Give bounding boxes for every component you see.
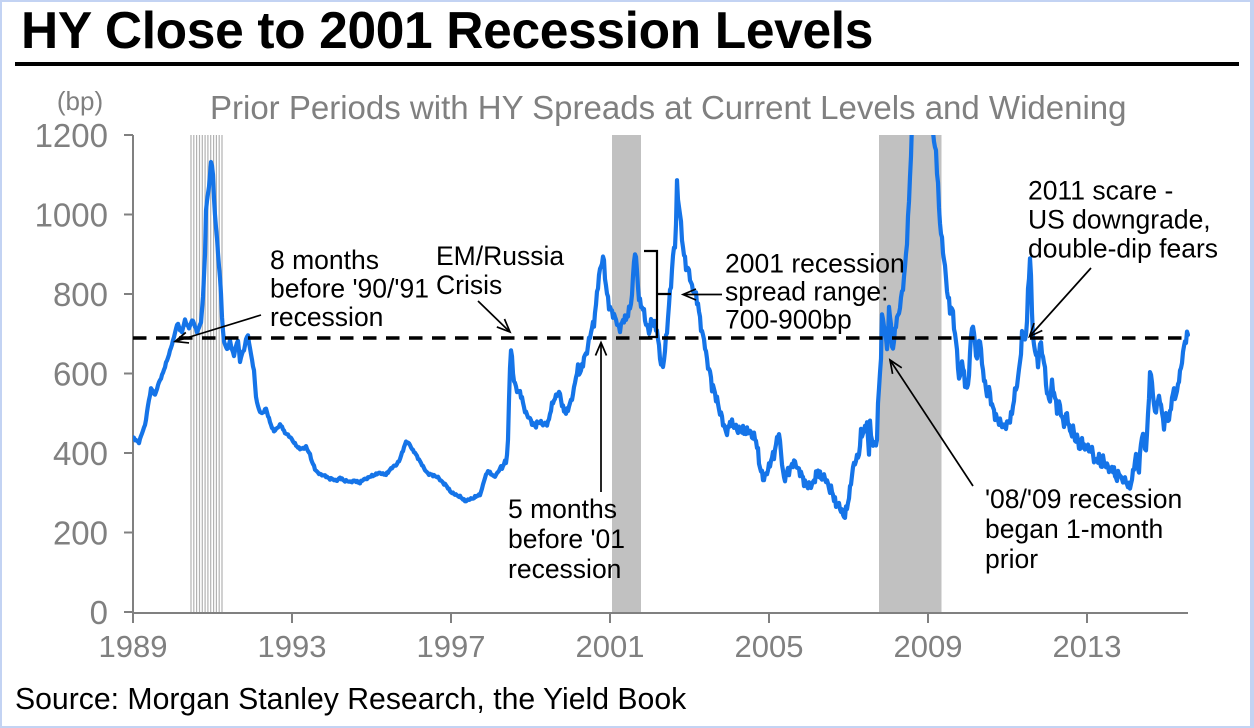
svg-text:200: 200 [53,515,108,552]
svg-text:1989: 1989 [99,629,168,664]
svg-text:400: 400 [53,435,108,472]
svg-text:2005: 2005 [735,629,804,664]
svg-text:2001: 2001 [576,629,645,664]
svg-text:2013: 2013 [1053,629,1122,664]
svg-text:800: 800 [53,276,108,313]
svg-text:1997: 1997 [417,629,486,664]
svg-text:(bp): (bp) [57,86,103,116]
svg-text:1000: 1000 [35,197,108,234]
svg-text:1200: 1200 [35,117,108,154]
svg-text:1993: 1993 [258,629,327,664]
svg-text:0: 0 [90,594,108,631]
svg-text:2011 scare -US downgrade,doubl: 2011 scare -US downgrade, double-dip fear… [1028,176,1218,264]
svg-text:600: 600 [53,356,108,393]
svg-text:2009: 2009 [894,629,963,664]
